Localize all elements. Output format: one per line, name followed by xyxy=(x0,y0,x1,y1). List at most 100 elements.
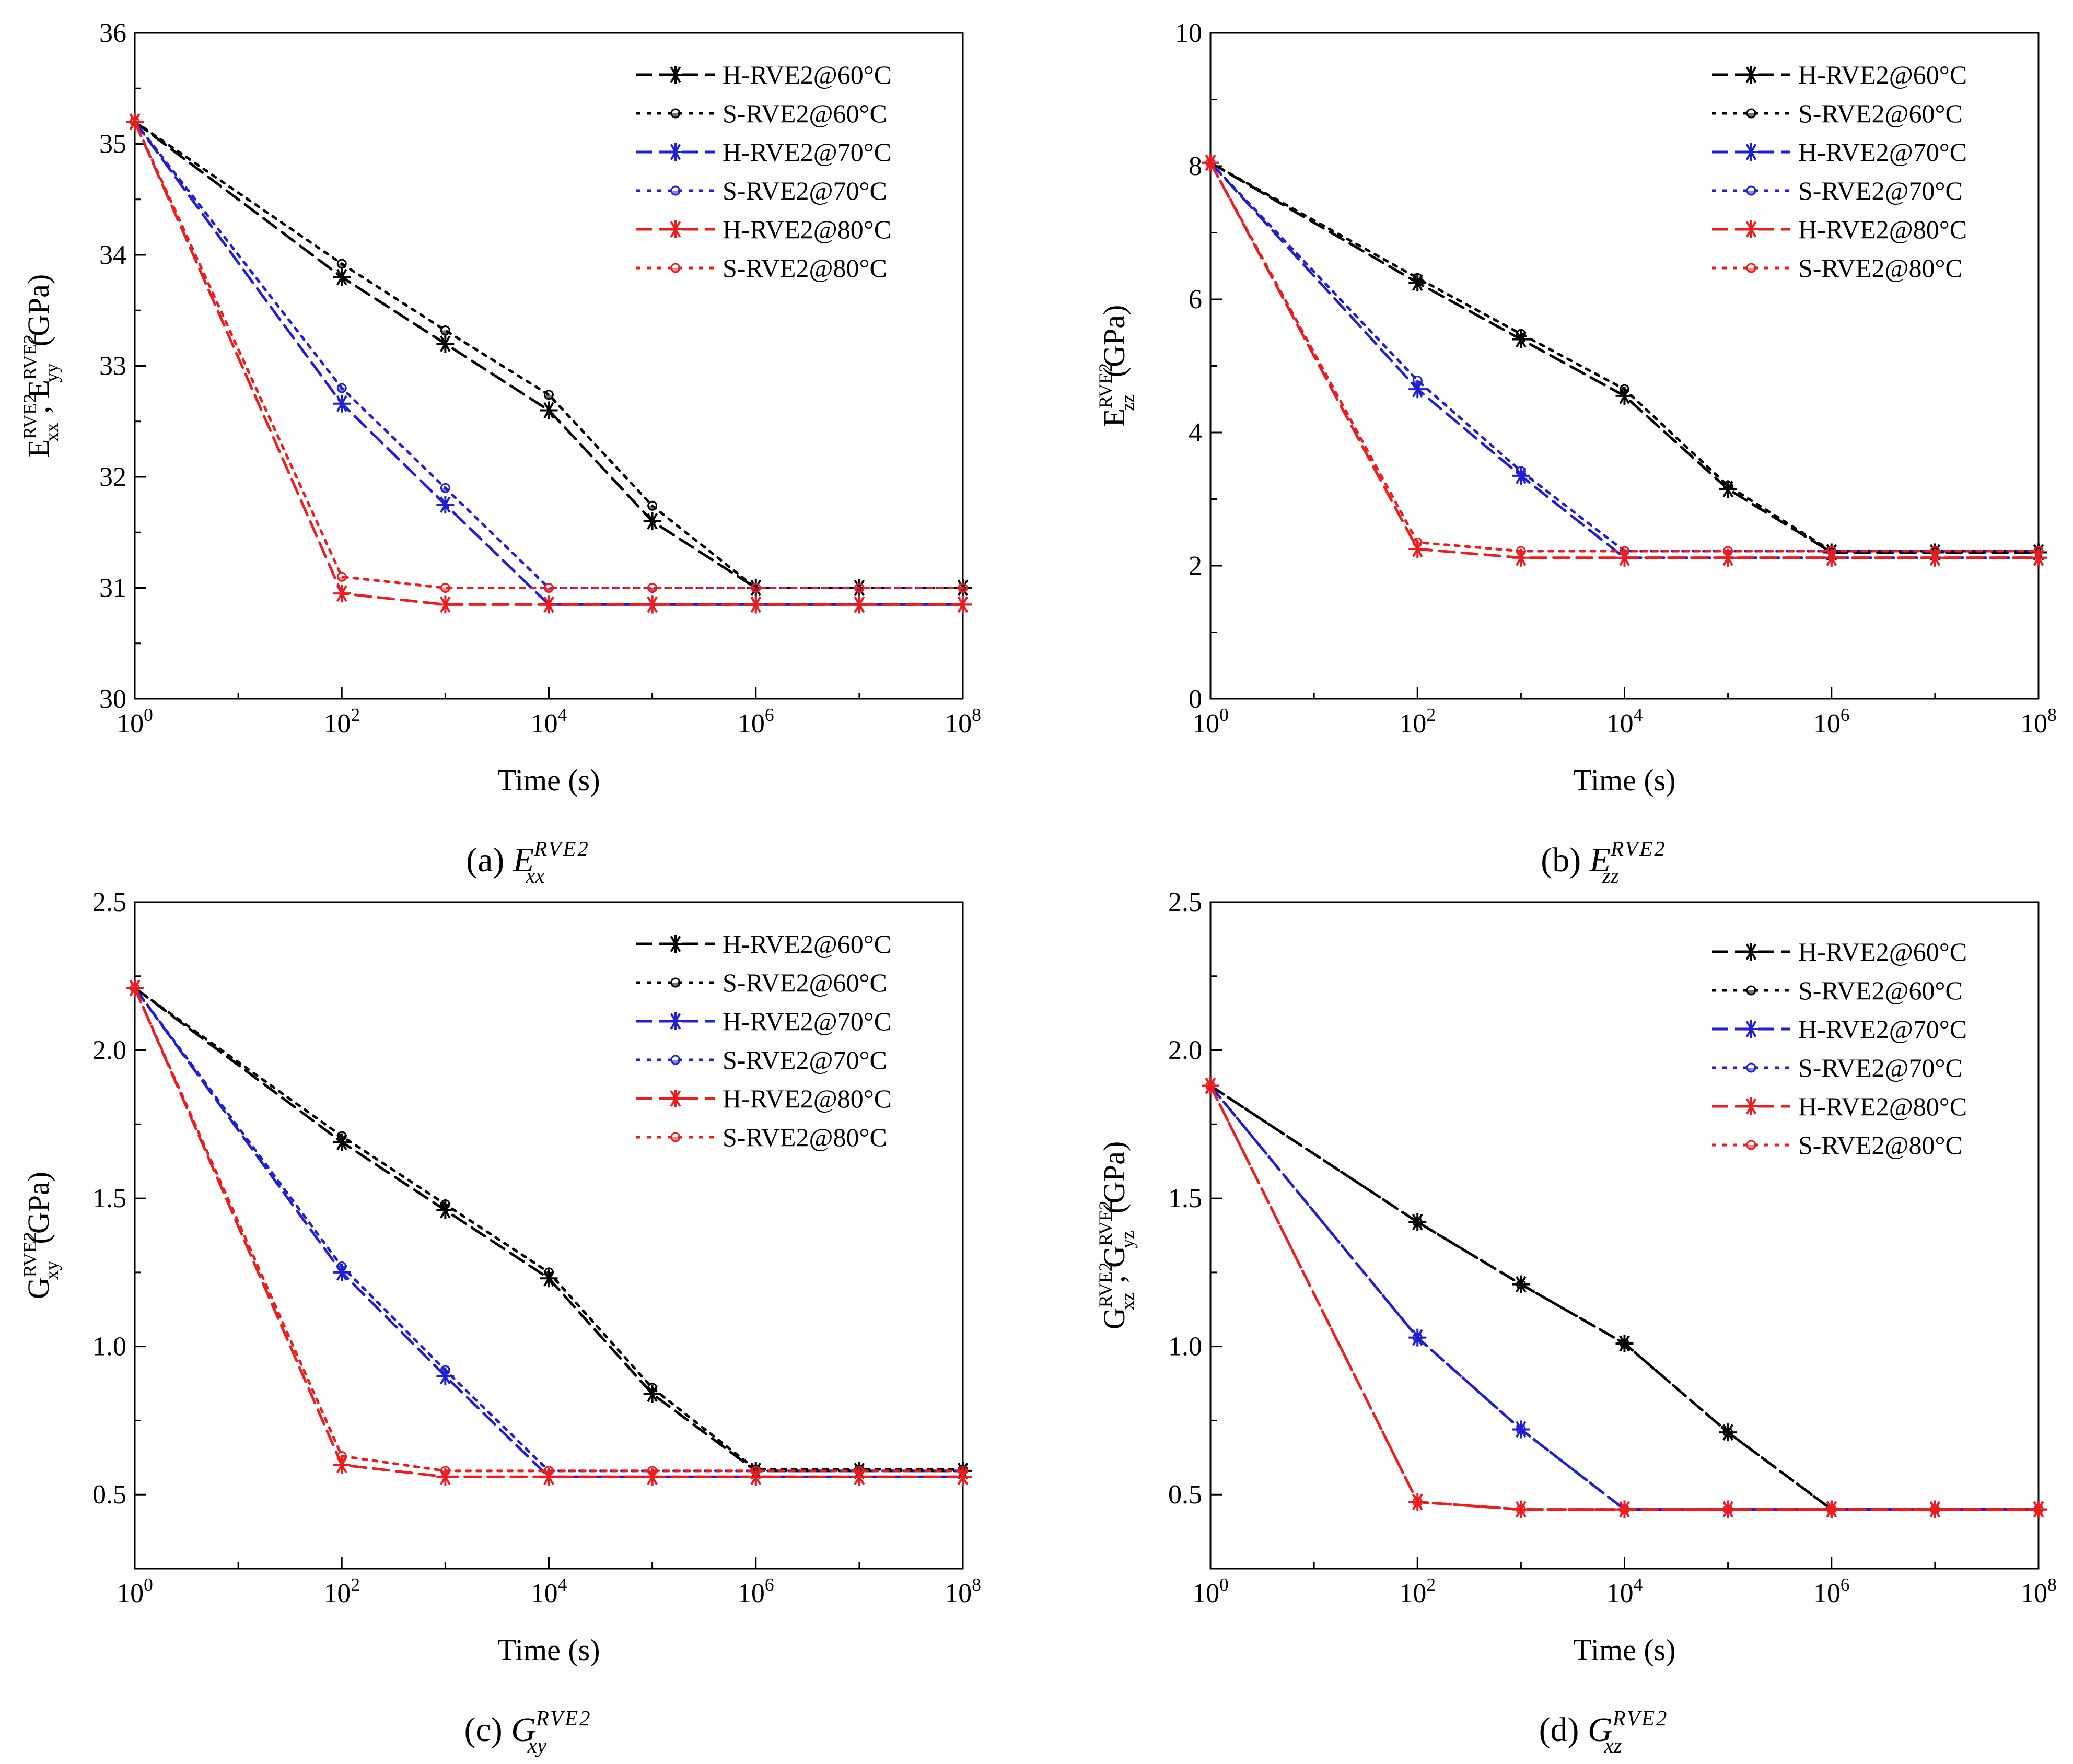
panel-caption: (b) ERVE2 zz xyxy=(1541,837,1666,887)
data-point xyxy=(850,595,868,614)
y-tick-label: 35 xyxy=(99,130,126,159)
y-tick-label: 2.5 xyxy=(92,887,126,917)
data-point xyxy=(954,595,972,614)
legend-label: S-RVE2@70°C xyxy=(1798,176,1963,205)
data-point xyxy=(1620,1338,1629,1349)
x-axis-label: Time (s) xyxy=(497,1633,600,1667)
legend-label: H-RVE2@60°C xyxy=(1798,60,1967,89)
legend-marker xyxy=(667,143,684,161)
legend: H-RVE2@60°C S-RVE2@60°C H-RVE2@70°C S-RVE2@… xyxy=(1712,60,1967,283)
legend-label: H-RVE2@60°C xyxy=(723,929,891,959)
y-tick-label: 2.0 xyxy=(1168,1036,1202,1066)
data-point xyxy=(544,1267,554,1278)
data-point xyxy=(854,1466,865,1476)
legend-label: S-RVE2@60°C xyxy=(723,99,887,128)
data-point xyxy=(1723,1504,1733,1515)
legend-item: H-RVE2@70°C xyxy=(636,137,891,167)
x-tick-label: 106 xyxy=(1813,704,1850,739)
series-line-h-4 xyxy=(1209,161,2040,559)
legend-item: S-RVE2@80°C xyxy=(636,253,887,283)
data-point xyxy=(1412,537,1423,547)
data-point xyxy=(440,483,450,493)
plot-area xyxy=(126,113,972,614)
legend-item: H-RVE2@60°C xyxy=(1712,60,1967,89)
panel-c: 100 102 104 106 108 0.5 1.0 1.5 2.0 2.5 Time (s) GR… xyxy=(19,887,981,1757)
legend-item: S-RVE2@70°C xyxy=(636,176,887,205)
data-point xyxy=(333,585,351,603)
legend-label: S-RVE2@70°C xyxy=(723,1045,887,1074)
legend-item: S-RVE2@60°C xyxy=(1712,99,1963,128)
y-tick-label: 1.0 xyxy=(1168,1332,1202,1362)
data-point xyxy=(544,583,554,593)
legend-label: H-RVE2@80°C xyxy=(1798,215,1967,244)
legend-label: S-RVE2@80°C xyxy=(723,253,887,283)
legend-label: H-RVE2@80°C xyxy=(1798,1092,1967,1121)
data-point xyxy=(1723,546,1733,556)
legend-marker xyxy=(1742,943,1760,961)
plot-area xyxy=(1202,1077,2047,1518)
data-point xyxy=(336,1131,347,1141)
data-point xyxy=(1412,1217,1423,1227)
plot-area xyxy=(1202,154,2047,567)
data-point xyxy=(1512,330,1530,348)
legend-label: S-RVE2@80°C xyxy=(723,1123,887,1152)
legend-marker xyxy=(667,1012,684,1030)
x-axis-label: Time (s) xyxy=(497,763,600,797)
y-tick-label: 0 xyxy=(1189,684,1202,714)
panel-caption: (c) GRVE2 xy xyxy=(464,1707,591,1757)
x-tick-label: 108 xyxy=(2020,704,2057,739)
legend-marker xyxy=(670,108,681,119)
legend-marker xyxy=(667,1090,684,1107)
legend-item: S-RVE2@70°C xyxy=(1712,1053,1963,1082)
data-point xyxy=(1516,466,1526,476)
data-point xyxy=(1516,1424,1526,1434)
data-point xyxy=(540,595,558,614)
data-point xyxy=(751,583,761,593)
y-axis-label: GRVE2xz, GRVE2yz (GPa) xyxy=(1095,1141,1138,1329)
legend-marker xyxy=(670,263,681,273)
legend-label: S-RVE2@60°C xyxy=(1798,976,1963,1005)
data-point xyxy=(440,325,450,335)
y-axis-label: ERVE2zz (GPa) xyxy=(1095,305,1138,427)
legend-marker xyxy=(670,977,681,988)
legend-item: H-RVE2@70°C xyxy=(1712,1014,1967,1044)
legend-label: H-RVE2@80°C xyxy=(723,215,891,244)
data-point xyxy=(540,401,558,419)
y-tick-label: 33 xyxy=(99,352,126,381)
series-line-s-3 xyxy=(133,120,964,589)
y-tick-label: 2 xyxy=(1189,551,1202,581)
data-point xyxy=(336,259,347,269)
data-point xyxy=(1516,1504,1526,1515)
panel-caption: (d) GRVE2 xz xyxy=(1539,1707,1669,1757)
legend-label: S-RVE2@80°C xyxy=(1798,1130,1963,1160)
data-point xyxy=(2033,1504,2044,1515)
legend-label: S-RVE2@80°C xyxy=(1798,253,1963,283)
data-point xyxy=(1620,546,1629,556)
legend-label: H-RVE2@70°C xyxy=(1798,137,1967,167)
data-point xyxy=(130,116,140,127)
legend-item: S-RVE2@70°C xyxy=(1712,176,1963,205)
panel-a: 100 102 104 106 108 30 31 32 33 34 35 36 Time (s) ERV… xyxy=(19,18,981,887)
data-point xyxy=(647,583,658,593)
data-point xyxy=(958,583,968,593)
data-point xyxy=(1620,384,1629,394)
legend-label: H-RVE2@70°C xyxy=(723,137,891,167)
series-line-h-0 xyxy=(1209,161,2040,554)
legend-label: H-RVE2@70°C xyxy=(1798,1014,1967,1044)
panel-d: 100 102 104 106 108 0.5 1.0 1.5 2.0 2.5 Time (s) GR… xyxy=(1095,887,2057,1757)
data-point xyxy=(436,496,455,514)
data-point xyxy=(1930,1504,1940,1515)
x-tick-label: 102 xyxy=(1399,704,1436,739)
series-line-h-4 xyxy=(133,120,964,606)
plot-frame xyxy=(1209,32,2040,700)
data-point xyxy=(440,1199,450,1209)
legend-marker xyxy=(1746,985,1756,996)
legend: H-RVE2@60°C S-RVE2@60°C H-RVE2@70°C S-RVE2@… xyxy=(636,60,891,283)
legend-label: H-RVE2@60°C xyxy=(1798,937,1967,966)
legend: H-RVE2@60°C S-RVE2@60°C H-RVE2@70°C S-RVE2@… xyxy=(636,929,891,1152)
panel-b: 100 102 104 106 108 0 2 4 6 8 10 Time (s) ERVE2zz (G… xyxy=(1095,18,2057,887)
legend: H-RVE2@60°C S-RVE2@60°C H-RVE2@70°C S-RVE2@… xyxy=(1712,937,1967,1160)
y-tick-label: 31 xyxy=(99,574,126,603)
legend-item: S-RVE2@60°C xyxy=(1712,976,1963,1005)
legend-item: H-RVE2@80°C xyxy=(1712,215,1967,244)
